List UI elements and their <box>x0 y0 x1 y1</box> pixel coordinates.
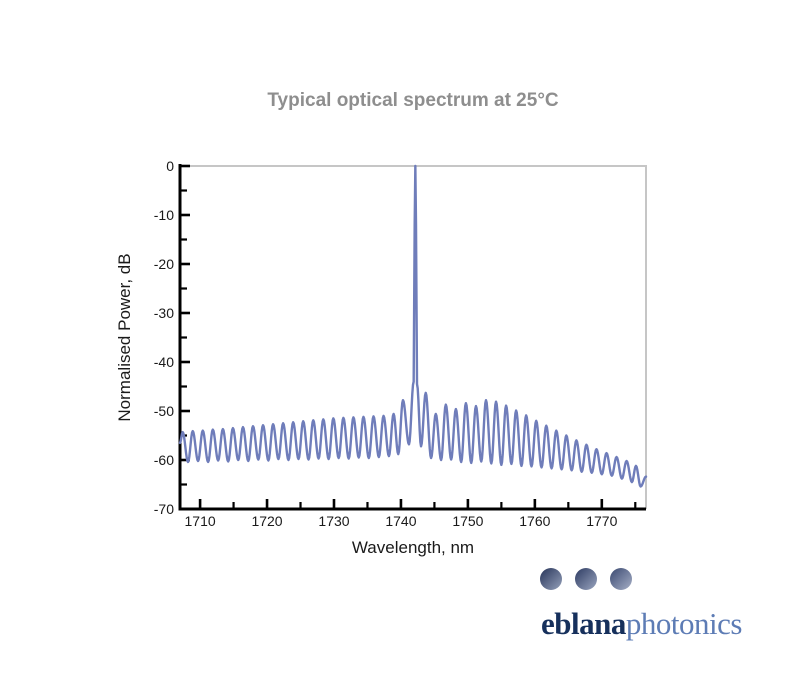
x-tick-label: 1710 <box>185 513 216 529</box>
y-tick-label: -70 <box>154 501 174 517</box>
y-tick-label: -10 <box>154 207 174 223</box>
logo-dot-icon <box>575 568 597 590</box>
logo-brand-bold: eblana <box>541 606 626 641</box>
y-tick-label: -60 <box>154 452 174 468</box>
x-axis-label: Wavelength, nm <box>352 538 474 557</box>
y-tick-label: -20 <box>154 256 174 272</box>
logo-brand-light: photonics <box>625 606 743 641</box>
logo-dot-icon <box>540 568 562 590</box>
logo-dot-icon <box>610 568 632 590</box>
eblana-photonics-logo: eblanaphotonics <box>541 606 743 641</box>
x-tick-label: 1740 <box>385 513 416 529</box>
y-tick-label: -50 <box>154 403 174 419</box>
spectrum-line <box>178 164 648 488</box>
x-tick-label: 1730 <box>318 513 349 529</box>
y-tick-label: 0 <box>166 158 174 174</box>
axes <box>178 164 646 511</box>
x-tick-label: 1760 <box>519 513 550 529</box>
plot-frame <box>180 165 647 509</box>
axis-ticks <box>181 164 637 511</box>
x-tick-label: 1720 <box>251 513 282 529</box>
y-tick-label: -30 <box>154 305 174 321</box>
chart-title: Typical optical spectrum at 25°C <box>267 90 559 111</box>
x-tick-label: 1770 <box>586 513 617 529</box>
logo-dots <box>540 568 632 590</box>
y-axis-label: Normalised Power, dB <box>115 253 134 421</box>
x-tick-label: 1750 <box>452 513 483 529</box>
y-tick-label: -40 <box>154 354 174 370</box>
tick-labels: 0 -10 -20 -30 -40 -50 -60 -70 1710 1720 1730 1740 17… <box>154 158 618 529</box>
